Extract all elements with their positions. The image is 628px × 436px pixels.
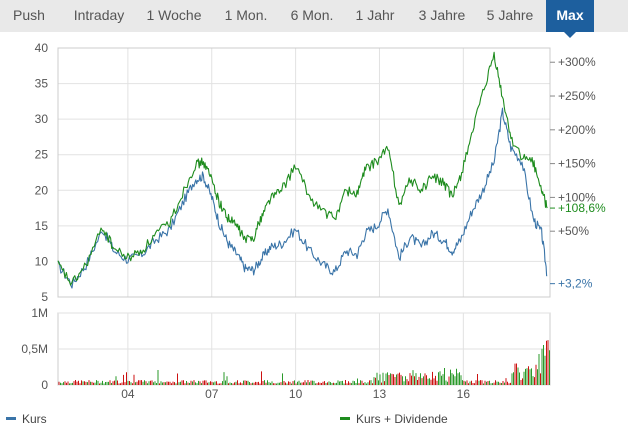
x-tick-label: 10 (289, 387, 303, 401)
tab-3-jahre[interactable]: 3 Jahre (418, 7, 466, 23)
legend-swatch-kurs-dividende (340, 417, 350, 421)
tab-intraday[interactable]: Intraday (73, 7, 125, 23)
y-tick-label: 15 (35, 219, 49, 233)
series-line-kurs (57, 107, 548, 289)
series-line-kurs-dividende (57, 51, 548, 286)
tab-1-jahr[interactable]: 1 Jahr (355, 7, 395, 23)
y-tick-label: 20 (35, 183, 49, 197)
y-tick-label: 10 (35, 254, 49, 268)
timeframe-tabs: Push Intraday 1 Woche 1 Mon. 6 Mon. 1 Ja… (0, 0, 628, 38)
end-label-kurs-dividende: +108,6% (558, 201, 606, 215)
right-tick-label: +150% (558, 157, 596, 171)
x-tick-label: 04 (121, 387, 135, 401)
tab-5-jahre[interactable]: 5 Jahre (486, 7, 534, 23)
legend-label-kurs: Kurs (22, 412, 47, 426)
legend-swatch-kurs (6, 417, 16, 421)
right-tick-label: +250% (558, 89, 596, 103)
end-label-kurs: +3,2% (558, 277, 593, 291)
legend-label-kurs-dividende: Kurs + Dividende (356, 412, 448, 426)
right-tick-label: +200% (558, 123, 596, 137)
y-tick-label: 5 (41, 290, 48, 304)
right-tick-label: +100% (558, 190, 596, 204)
volume-tick-label: 0,5M (21, 342, 48, 356)
chart-legend: Kurs Kurs + Dividende (0, 408, 628, 432)
y-tick-label: 25 (35, 148, 49, 162)
y-tick-label: 35 (35, 77, 49, 91)
plot-frame (57, 47, 551, 298)
legend-item-kurs[interactable]: Kurs (6, 412, 47, 426)
volume-tick-label: 1M (31, 306, 48, 320)
volume-tick-label: 0 (41, 378, 48, 392)
y-tick-label: 30 (35, 112, 49, 126)
right-tick-label: +300% (558, 55, 596, 69)
price-chart: 04 07 10 13 16 5 10 15 20 25 30 35 40 +50% +100% +150% +… (21, 41, 606, 401)
tab-push[interactable]: Push (13, 7, 45, 23)
tab-max[interactable]: Max (546, 0, 594, 38)
x-tick-label: 16 (457, 387, 471, 401)
x-tick-label: 13 (373, 387, 387, 401)
tab-1-mon[interactable]: 1 Mon. (224, 7, 268, 23)
tab-6-mon[interactable]: 6 Mon. (290, 7, 334, 23)
x-tick-label: 07 (205, 387, 219, 401)
right-tick-label: +50% (558, 224, 589, 238)
y-tick-label: 40 (35, 41, 49, 55)
legend-item-kurs-dividende[interactable]: Kurs + Dividende (340, 412, 448, 426)
tab-1-woche[interactable]: 1 Woche (146, 7, 202, 23)
